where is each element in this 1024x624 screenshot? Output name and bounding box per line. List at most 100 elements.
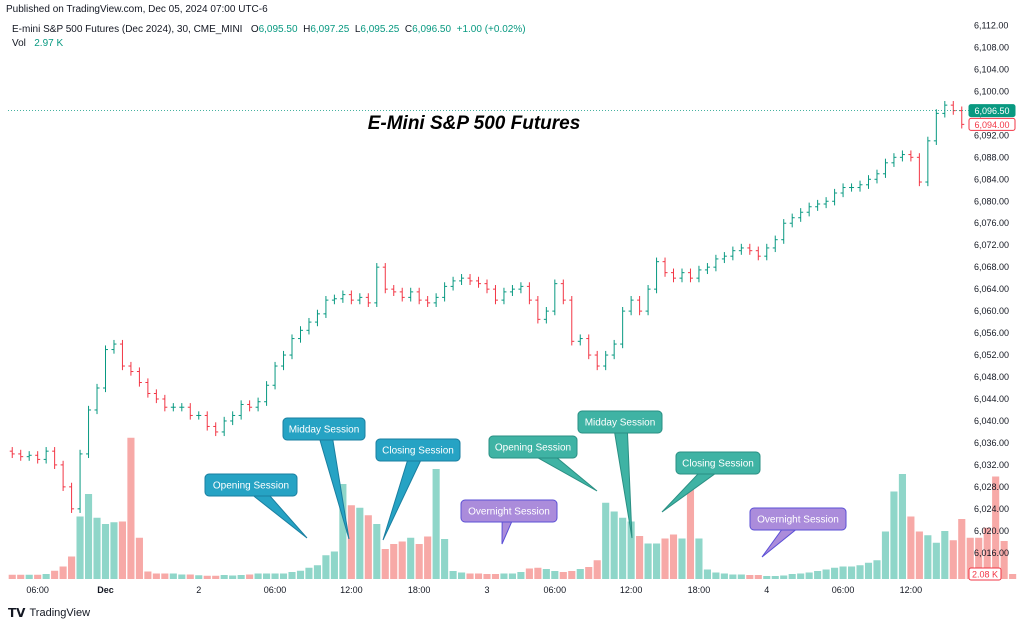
volume-bar	[279, 573, 288, 579]
ohlc-bar	[145, 378, 151, 398]
ohlc-bar	[153, 389, 159, 404]
price-tick-label: 6,076.00	[974, 218, 1009, 228]
volume-legend[interactable]: Vol 2.97 K	[12, 38, 63, 49]
price-tick-label: 6,068.00	[974, 262, 1009, 272]
volume-bar	[983, 527, 991, 579]
ohlc-bar	[170, 403, 176, 412]
volume-bar	[441, 539, 449, 579]
ohlc-bar	[849, 183, 855, 192]
volume-bar	[551, 571, 559, 579]
volume-bar	[263, 573, 271, 579]
ohlc-bar	[136, 367, 142, 387]
ohlc-bar	[416, 287, 422, 305]
volume-bar	[873, 560, 881, 579]
time-tick-label: 06:00	[832, 585, 855, 595]
time-tick-label: 18:00	[408, 585, 431, 595]
ohlc-bar	[331, 294, 337, 305]
volume-bar	[8, 574, 16, 579]
volume-bar	[644, 543, 652, 579]
volume-bar	[195, 575, 203, 579]
price-axis[interactable]: 6,016.00 6,020.00 6,024.00 6,028.00 6,032.00…	[974, 20, 1009, 557]
volume-bar	[949, 540, 957, 579]
price-tick-label: 6,020.00	[974, 526, 1009, 536]
ohlc-bar	[687, 268, 693, 283]
callout-box	[488, 435, 578, 459]
ohlc-bar	[611, 339, 617, 360]
volume-bar	[93, 517, 101, 579]
volume-bar	[288, 572, 296, 579]
volume-bar	[788, 574, 796, 579]
time-axis[interactable]: 06:00 Dec 2 06:00 12:00 18:00 3 06:00 12:00 18:00…	[26, 585, 922, 595]
time-tick-label: 06:00	[26, 585, 49, 595]
callout-box	[460, 499, 558, 523]
ohlc-bar	[637, 296, 643, 316]
ohlc-bar	[119, 339, 125, 371]
ohlc-bar	[484, 279, 490, 294]
ohlc-bar	[306, 317, 312, 335]
volume-bar	[237, 575, 245, 579]
ohlc-bar	[94, 383, 100, 415]
price-tick-label: 6,112.00	[974, 20, 1008, 30]
ohlc-bar	[645, 285, 651, 316]
ohlc-bar	[933, 109, 939, 145]
symbol-legend[interactable]: E-mini S&P 500 Futures (Dec 2024), 30, C…	[12, 24, 526, 35]
ohlc-bar	[391, 285, 397, 296]
price-tick-label: 6,100.00	[974, 86, 1009, 96]
candle-layer	[9, 101, 965, 513]
volume-bar	[992, 476, 1000, 579]
volume-bar	[271, 573, 279, 579]
volume-bar	[144, 571, 152, 579]
volume-bar	[703, 569, 711, 579]
ohlc-bar	[9, 447, 15, 459]
ohlc-bar	[26, 451, 32, 461]
volume-bar	[695, 538, 703, 579]
session-callout: Overnight Session	[749, 507, 847, 558]
ohlc-bar	[891, 153, 897, 167]
volume-bar	[958, 519, 966, 579]
ohlc-bar	[18, 449, 24, 461]
ohlc-bar	[247, 400, 253, 412]
ohlc-bar	[840, 183, 846, 198]
published-note: Published on TradingView.com, Dec 05, 20…	[6, 4, 268, 15]
volume-bar	[152, 573, 160, 579]
volume-bar	[890, 491, 898, 579]
volume-layer	[8, 437, 1017, 579]
volume-bar	[729, 574, 737, 579]
volume-bar	[839, 566, 847, 579]
ohlc-bar	[348, 290, 354, 305]
ohlc-bar	[535, 296, 541, 324]
ohlc-bar	[543, 306, 549, 324]
session-callout: Midday Session	[282, 417, 366, 540]
volume-bar	[534, 567, 542, 579]
ohlc-bar	[916, 153, 922, 187]
volume-bar	[449, 571, 457, 579]
volume-bar	[517, 572, 525, 579]
volume-bar	[178, 574, 186, 579]
volume-bar	[313, 565, 321, 579]
volume-bar	[847, 566, 856, 579]
ohlc-bar	[569, 296, 575, 346]
ohlc-bar	[721, 252, 727, 264]
ohlc-bar	[594, 350, 600, 371]
volume-bar	[432, 469, 440, 579]
ohlc-bar	[509, 285, 515, 296]
tradingview-footer[interactable]: 𝗧𝗩 TradingView	[8, 606, 90, 620]
ohlc-bar	[747, 243, 753, 255]
ohlc-bar	[374, 263, 380, 307]
ohlc-bar	[925, 136, 931, 187]
ohlc-bar	[730, 246, 736, 261]
callout-box	[749, 507, 847, 531]
ohlc-bar	[603, 350, 609, 371]
callout-box	[375, 438, 461, 462]
ohlc-bar	[560, 279, 566, 305]
price-tick-label: 6,060.00	[974, 306, 1009, 316]
callout-box	[675, 451, 761, 475]
ohlc-bar	[162, 394, 168, 412]
time-tick-label: 12:00	[620, 585, 643, 595]
ohlc-bar	[789, 213, 795, 228]
volume-value: 2.97 K	[34, 38, 64, 49]
volume-bar	[398, 541, 406, 579]
close-label: C	[404, 24, 413, 35]
volume-bar	[508, 573, 516, 579]
